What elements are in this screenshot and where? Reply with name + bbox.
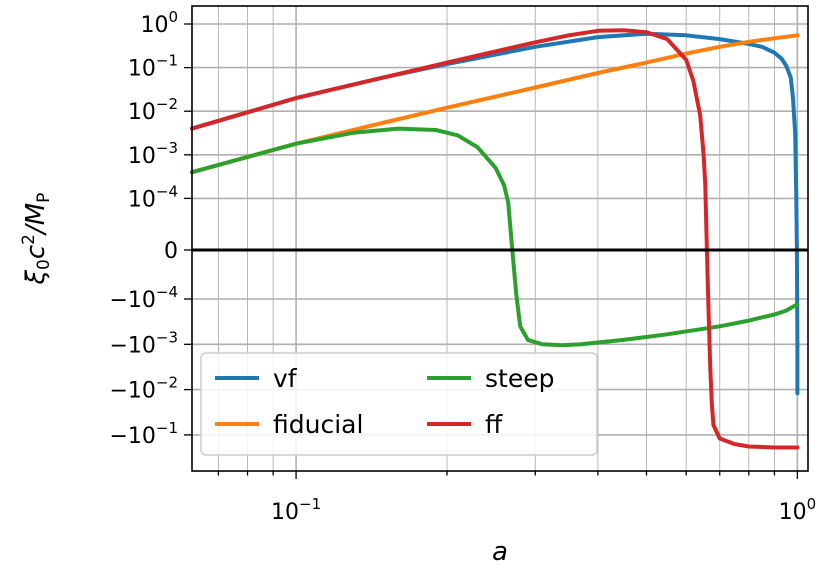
y-tick-label: −10−2 — [109, 374, 178, 404]
series-layer — [190, 28, 800, 450]
label-layer: a ξ0c2/MP — [19, 193, 508, 567]
series-line-ff — [190, 28, 800, 450]
y-tick-label: 100 — [140, 8, 178, 38]
x-tick-label: 100 — [779, 495, 817, 525]
x-tick-label: 10−1 — [271, 495, 321, 525]
y-tick-label: −10−4 — [109, 283, 178, 313]
legend: vf fiducial steep ff — [200, 352, 598, 456]
legend-label-fiducial: fiducial — [273, 410, 363, 439]
legend-label-vf: vf — [273, 364, 298, 393]
y-tick-label: 0 — [164, 239, 178, 264]
series-line-fiducial — [190, 33, 800, 175]
tick-layer: 10−1 100 100 10−1 10−2 10−3 10−4 0 −10−4 −10−3 −10… — [109, 8, 816, 525]
y-tick-label: −10−3 — [109, 328, 178, 358]
series-line-vf — [190, 31, 800, 396]
legend-box — [200, 352, 598, 456]
y-tick-label: 10−2 — [128, 95, 178, 125]
plot-frame — [191, 5, 809, 472]
y-tick-label: 10−3 — [128, 139, 178, 169]
legend-label-steep: steep — [485, 364, 554, 393]
y-axis-label: ξ0c2/MP — [19, 193, 54, 286]
y-tick-label: 10−4 — [128, 182, 178, 212]
x-axis-label: a — [492, 537, 508, 567]
y-tick-label: −10−1 — [109, 419, 178, 449]
series-line-steep — [190, 126, 800, 348]
y-tick-label: 10−1 — [128, 52, 178, 82]
legend-label-ff: ff — [485, 410, 503, 439]
